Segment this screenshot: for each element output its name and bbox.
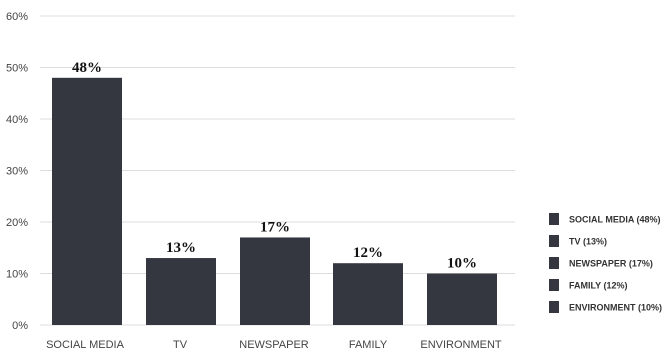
y-axis-ticks: 0% 10% 20% 30% 40% 50% 60% <box>6 11 28 332</box>
legend-label: TV (13%) <box>569 237 607 247</box>
legend-label: NEWSPAPER (17%) <box>569 259 653 269</box>
y-tick-label: 0% <box>12 320 28 332</box>
legend-label: FAMILY (12%) <box>569 281 628 291</box>
x-tick-label: SOCIAL MEDIA <box>46 339 124 351</box>
legend-swatch <box>549 279 559 291</box>
legend-swatch <box>549 301 559 313</box>
bars <box>52 77 497 325</box>
bar <box>333 263 403 325</box>
x-tick-label: FAMILY <box>349 339 388 351</box>
legend: SOCIAL MEDIA (48%) TV (13%) NEWSPAPER (17%… <box>549 213 662 313</box>
data-label: 13% <box>166 240 196 256</box>
x-axis-labels: SOCIAL MEDIA TV NEWSPAPER FAMILY ENVIRONMENT <box>46 339 502 351</box>
data-label: 12% <box>353 245 383 261</box>
legend-swatch <box>549 235 559 247</box>
y-tick-label: 30% <box>6 166 28 178</box>
bar <box>52 77 122 325</box>
data-label: 17% <box>260 219 290 235</box>
x-tick-label: ENVIRONMENT <box>420 339 502 351</box>
legend-swatch <box>549 213 559 225</box>
bar <box>427 273 497 325</box>
y-tick-label: 20% <box>6 217 28 229</box>
data-label: 10% <box>447 256 477 272</box>
legend-label: SOCIAL MEDIA (48%) <box>569 215 661 225</box>
data-label: 48% <box>72 60 102 76</box>
y-tick-label: 60% <box>6 11 28 23</box>
legend-swatch <box>549 257 559 269</box>
y-tick-label: 50% <box>6 63 28 75</box>
y-tick-label: 10% <box>6 269 28 281</box>
x-tick-label: NEWSPAPER <box>239 339 309 351</box>
bar <box>240 237 310 325</box>
data-labels: 48% 13% 17% 12% 10% <box>72 60 477 272</box>
x-tick-label: TV <box>173 339 188 351</box>
legend-label: ENVIRONMENT (10%) <box>569 303 662 313</box>
bar <box>146 258 216 325</box>
y-tick-label: 40% <box>6 114 28 126</box>
